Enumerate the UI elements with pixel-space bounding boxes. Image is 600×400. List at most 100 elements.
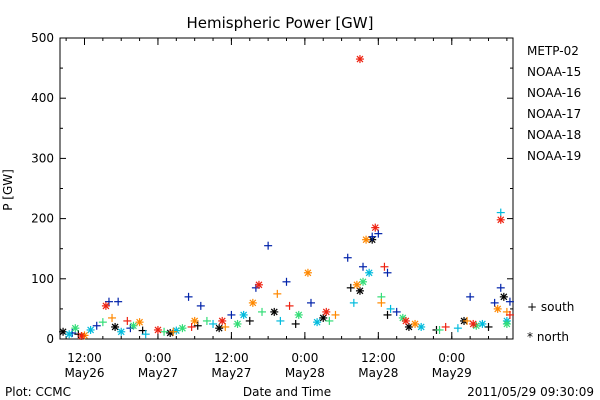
x-tick-label-time: 0:00 xyxy=(291,351,318,365)
data-point-south xyxy=(386,304,395,313)
data-point-north xyxy=(499,292,508,301)
data-point-south xyxy=(306,298,315,307)
data-point-south xyxy=(123,316,132,325)
data-point-south xyxy=(282,277,291,286)
data-point-north xyxy=(65,330,74,339)
data-point-north xyxy=(294,310,303,319)
data-point-south xyxy=(453,324,462,333)
legend-entry: NOAA-17 xyxy=(527,107,581,121)
data-point-south xyxy=(383,268,392,277)
data-point-north xyxy=(77,331,86,340)
data-point-south xyxy=(227,310,236,319)
y-tick-label: 400 xyxy=(31,91,54,105)
data-point-south xyxy=(490,298,499,307)
data-point-south xyxy=(377,298,386,307)
data-point-south xyxy=(343,253,352,262)
data-point-south xyxy=(285,301,294,310)
data-point-south xyxy=(196,301,205,310)
data-point-north xyxy=(417,322,426,331)
data-point-north xyxy=(401,316,410,325)
data-point-south xyxy=(108,313,117,322)
footer-timestamp: 2011/05/29 09:30:09 xyxy=(467,385,594,399)
legend: METP-02 NOAA-15 NOAA-16 NOAA-17 NOAA-18 NOAA-… xyxy=(527,44,581,163)
data-point-south xyxy=(392,307,401,316)
data-point-south xyxy=(368,232,377,241)
data-point-south xyxy=(463,316,472,325)
chart-title: Hemispheric Power [GW] xyxy=(187,14,374,32)
data-point-north xyxy=(362,235,371,244)
data-point-south xyxy=(98,318,107,327)
y-tick-label: 300 xyxy=(31,151,54,165)
data-point-south xyxy=(325,316,334,325)
y-axis: 0 100 200 300 400 500 xyxy=(31,31,513,346)
data-point-north xyxy=(411,319,420,328)
data-point-north xyxy=(313,318,322,327)
data-point-south xyxy=(441,322,450,331)
data-point-north xyxy=(270,307,279,316)
footer-credit: Plot: CCMC xyxy=(5,385,71,399)
data-point-south xyxy=(276,316,285,325)
x-tick-label-date: May28 xyxy=(358,366,398,380)
data-point-south xyxy=(245,316,254,325)
data-point-north xyxy=(248,298,257,307)
data-point-north xyxy=(359,277,368,286)
y-axis-label: P [GW] xyxy=(1,169,15,211)
data-point-north xyxy=(101,301,110,310)
x-tick-label-date: May26 xyxy=(64,366,104,380)
x-tick-label-time: 0:00 xyxy=(144,351,171,365)
data-point-north xyxy=(254,280,263,289)
data-point-south xyxy=(258,307,267,316)
data-point-south xyxy=(141,330,150,339)
data-point-north xyxy=(303,268,312,277)
data-point-north xyxy=(166,328,175,337)
data-point-south xyxy=(114,297,123,306)
x-tick-label-time: 12:00 xyxy=(67,351,102,365)
x-tick-label-time: 0:00 xyxy=(438,351,465,365)
data-point-north xyxy=(371,223,380,232)
data-point-south xyxy=(92,321,101,330)
y-tick-label: 200 xyxy=(31,212,54,226)
data-point-south xyxy=(169,327,178,336)
data-point-north xyxy=(117,327,126,336)
data-point-north xyxy=(86,325,95,334)
data-point-south xyxy=(291,319,300,328)
data-point-south xyxy=(359,262,368,271)
plot-area-frame xyxy=(59,37,514,340)
data-point-south xyxy=(484,322,493,331)
data-point-south xyxy=(496,208,505,217)
marker-legend: + south * north xyxy=(527,300,574,344)
legend-entry: NOAA-15 xyxy=(527,65,581,79)
data-point-north xyxy=(215,324,224,333)
marker-legend-entry: * north xyxy=(527,330,569,344)
data-point-south xyxy=(505,297,514,306)
data-point-south xyxy=(193,321,202,330)
data-point-south xyxy=(496,283,505,292)
data-point-south xyxy=(209,319,218,328)
y-tick-label: 100 xyxy=(31,272,54,286)
data-point-south xyxy=(349,298,358,307)
data-point-north xyxy=(319,313,328,322)
data-point-south xyxy=(273,289,282,298)
data-point-south xyxy=(435,325,444,334)
x-tick-label-date: May28 xyxy=(285,366,325,380)
data-point-north xyxy=(178,324,187,333)
data-point-north xyxy=(239,310,248,319)
data-point-north xyxy=(355,55,364,64)
data-point-north xyxy=(322,307,331,316)
data-point-south xyxy=(380,262,389,271)
data-point-north xyxy=(129,321,138,330)
marker-legend-entry: + south xyxy=(527,300,574,314)
data-point-south xyxy=(383,310,392,319)
legend-entry: NOAA-18 xyxy=(527,128,581,142)
data-point-north xyxy=(153,325,162,334)
data-point-south xyxy=(104,297,113,306)
legend-entry: NOAA-16 xyxy=(527,86,581,100)
x-tick-label-date: May29 xyxy=(432,366,472,380)
data-point-north xyxy=(135,318,144,327)
x-axis-label: Date and Time xyxy=(243,385,331,399)
data-point-north xyxy=(71,324,80,333)
legend-entry: METP-02 xyxy=(527,44,579,58)
data-point-north xyxy=(233,319,242,328)
data-points xyxy=(59,55,514,340)
